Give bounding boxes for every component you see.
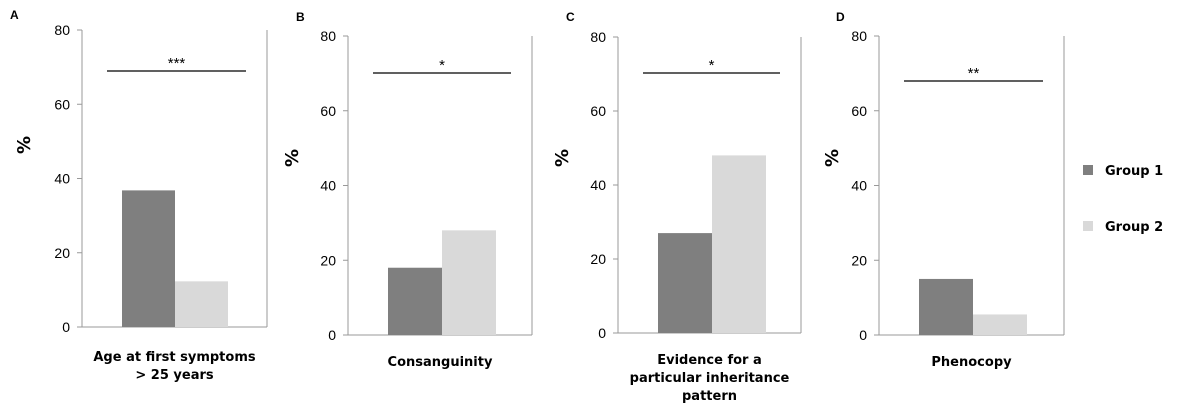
legend-group-1-swatch xyxy=(1083,165,1093,175)
panel-b-category-label: Consanguinity xyxy=(388,355,493,370)
panel-a-ytick-label: 60 xyxy=(54,96,70,112)
panel-c-category-label: Evidence for a particular inheritance patt… xyxy=(630,353,790,404)
panel-a-letter: A xyxy=(10,8,19,22)
panel-c-ytick-label: 20 xyxy=(590,251,606,267)
legend-group-2-label: Group 2 xyxy=(1105,220,1163,235)
panel-a-y-label: % xyxy=(14,136,35,154)
panel-d-ytick-label: 0 xyxy=(859,327,867,343)
panel-b-ytick-label: 80 xyxy=(320,28,336,44)
panel-c-y-label: % xyxy=(552,149,573,167)
panel-a-bar-group-2 xyxy=(175,281,228,327)
panel-c-ytick-label: 0 xyxy=(598,325,606,341)
panel-b-ytick-label: 0 xyxy=(328,327,336,343)
panel-d-significance-label: ** xyxy=(968,65,980,82)
panel-a-category-label: Age at first symptoms > 25 years xyxy=(93,350,256,383)
panel-c-ytick-label: 60 xyxy=(590,103,606,119)
panel-d-y-label: % xyxy=(822,149,843,167)
panel-c-bar-group-1 xyxy=(658,233,712,333)
panel-a-ytick-label: 0 xyxy=(62,319,70,335)
panel-c-significance-label: * xyxy=(709,57,715,74)
panel-b-ytick-label: 60 xyxy=(320,103,336,119)
legend-group-2-swatch xyxy=(1083,221,1093,231)
panel-a-ytick-label: 40 xyxy=(54,171,70,187)
panel-d-bar-group-1 xyxy=(919,278,973,335)
panel-b-ytick-label: 20 xyxy=(320,252,336,268)
panel-c-ytick-label: 80 xyxy=(590,29,606,45)
panel-d-category-label: Phenocopy xyxy=(931,355,1012,370)
panel-b-bar-group-1 xyxy=(388,267,442,335)
panel-a-significance-label: *** xyxy=(168,55,186,72)
panel-c-ytick-label: 40 xyxy=(590,177,606,193)
panel-a-ytick-label: 80 xyxy=(54,22,70,38)
panel-b-letter: B xyxy=(296,10,305,24)
panel-d-ytick-label: 40 xyxy=(851,178,867,194)
panel-b-y-label: % xyxy=(282,149,303,167)
panel-c-letter: C xyxy=(566,10,575,24)
panel-d-bar-group-2 xyxy=(973,314,1027,335)
panel-a-bar-group-1 xyxy=(122,190,175,327)
panel-b-bar-group-2 xyxy=(442,230,496,335)
panel-b-ytick-label: 40 xyxy=(320,178,336,194)
panel-d-letter: D xyxy=(836,10,845,24)
panel-c-bar-group-2 xyxy=(712,155,766,333)
panel-a-ytick-label: 20 xyxy=(54,245,70,261)
panel-b-significance-label: * xyxy=(439,57,445,74)
panel-d-ytick-label: 80 xyxy=(851,28,867,44)
legend-group-1-label: Group 1 xyxy=(1105,164,1163,179)
panel-d-ytick-label: 60 xyxy=(851,103,867,119)
panel-d-ytick-label: 20 xyxy=(851,252,867,268)
